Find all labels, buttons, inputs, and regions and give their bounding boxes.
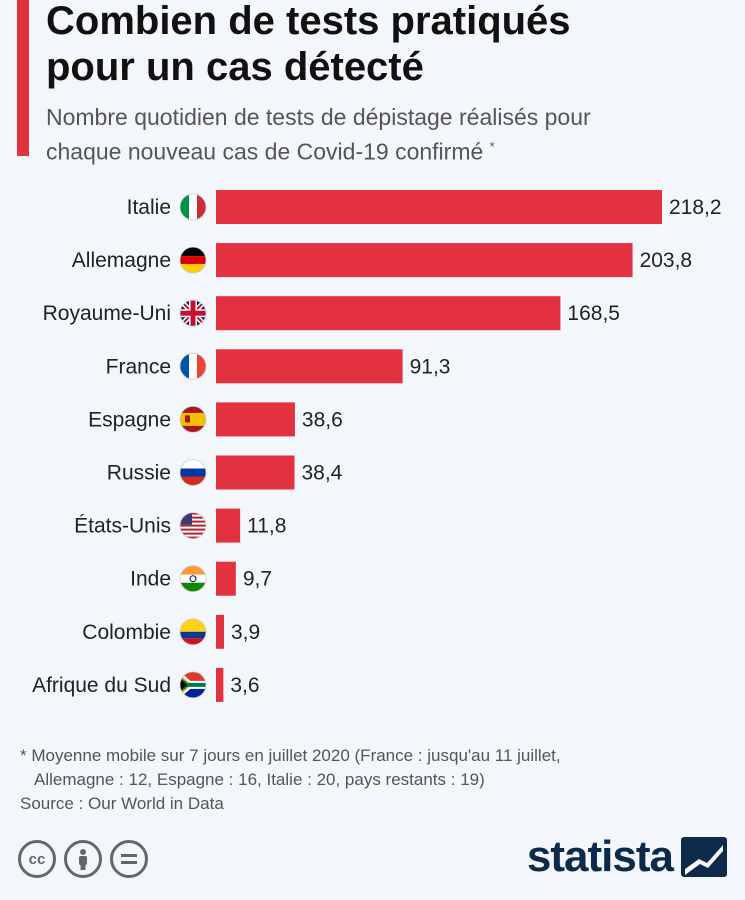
south-africa-flag-icon xyxy=(179,671,207,699)
value-label: 218,2 xyxy=(669,196,722,219)
bar-row: Afrique du Sud 3,6 xyxy=(32,667,260,702)
subtitle: Nombre quotidien de tests de dépistage r… xyxy=(46,102,726,167)
value-label: 3,9 xyxy=(231,621,260,644)
bar-row: Espagne 38,6 xyxy=(88,402,343,437)
category-label: Afrique du Sud xyxy=(32,674,171,697)
bar-row: Royaume-Uni 168,5 xyxy=(43,296,620,331)
bar xyxy=(216,190,662,224)
category-label: Allemagne xyxy=(72,249,171,272)
footnote: * Moyenne mobile sur 7 jours en juillet … xyxy=(20,744,720,792)
usa-flag-icon xyxy=(179,512,207,540)
russia-flag-icon xyxy=(179,459,207,486)
value-label: 38,6 xyxy=(302,408,343,431)
category-label: Italie xyxy=(127,196,171,219)
bar xyxy=(216,455,295,490)
category-label: Inde xyxy=(130,568,171,591)
footnote-line-2: Allemagne : 12, Espagne : 16, Italie : 2… xyxy=(34,770,485,789)
bar xyxy=(216,508,241,543)
category-label: Russie xyxy=(107,462,171,485)
france-flag-icon xyxy=(179,352,207,380)
footnote-line-1: * Moyenne mobile sur 7 jours en juillet … xyxy=(20,746,561,765)
value-label: 203,8 xyxy=(640,249,693,272)
bar-row: Inde 9,7 xyxy=(130,561,272,596)
no-derivatives-icon[interactable] xyxy=(110,840,148,878)
statista-logo-icon xyxy=(681,837,727,877)
cc-icon[interactable]: cc xyxy=(18,840,56,878)
category-label: Colombie xyxy=(82,621,171,644)
title-line-1: Combien de tests pratiqués xyxy=(46,0,571,43)
value-label: 9,7 xyxy=(243,568,272,591)
bar-row: Russie 38,4 xyxy=(107,455,343,490)
bar-row: Allemagne 203,8 xyxy=(72,243,693,278)
subtitle-line-2: chaque nouveau cas de Covid-19 confirmé xyxy=(46,138,484,165)
category-label: France xyxy=(106,355,171,378)
value-label: 3,6 xyxy=(230,674,259,697)
statista-logo[interactable]: statista xyxy=(527,832,727,882)
colombia-flag-icon xyxy=(179,618,207,646)
category-label: Royaume-Uni xyxy=(43,302,171,325)
value-label: 38,4 xyxy=(301,462,342,485)
india-flag-icon xyxy=(179,565,207,593)
license-icons: cc xyxy=(18,840,148,878)
value-label: 11,8 xyxy=(247,515,286,538)
spain-flag-icon xyxy=(179,405,207,433)
germany-flag-icon xyxy=(179,246,207,274)
attribution-icon[interactable] xyxy=(64,840,102,878)
bar xyxy=(216,243,633,278)
bar xyxy=(216,402,295,437)
bar-row: Italie 218,2 xyxy=(127,190,722,224)
category-label: Espagne xyxy=(88,408,171,431)
bar xyxy=(216,349,403,384)
uk-flag-icon xyxy=(179,299,207,327)
source-note: Source : Our World in Data xyxy=(20,794,224,813)
bar xyxy=(216,561,236,596)
accent-bar xyxy=(17,0,29,156)
bar-row: France 91,3 xyxy=(106,349,451,384)
bar-row: Colombie 3,9 xyxy=(82,614,260,649)
value-label: 91,3 xyxy=(410,355,451,378)
value-label: 168,5 xyxy=(567,302,620,325)
bar xyxy=(216,296,561,331)
title-line-2: pour un cas détecté xyxy=(46,45,424,89)
italy-flag-icon xyxy=(179,193,207,221)
page-title: Combien de tests pratiqués pour un cas d… xyxy=(46,0,736,90)
subtitle-footnote-mark: * xyxy=(489,139,495,154)
bar-chart: Italie 218,2 Allemagne 203,8 Royaume-Uni 168,… xyxy=(32,190,722,702)
bar-row: États-Unis 11,8 xyxy=(74,508,286,543)
category-label: États-Unis xyxy=(74,515,171,538)
brand-name: statista xyxy=(526,832,674,881)
subtitle-line-1: Nombre quotidien de tests de dépistage r… xyxy=(46,104,591,130)
bar xyxy=(216,667,224,702)
bar xyxy=(216,614,224,649)
